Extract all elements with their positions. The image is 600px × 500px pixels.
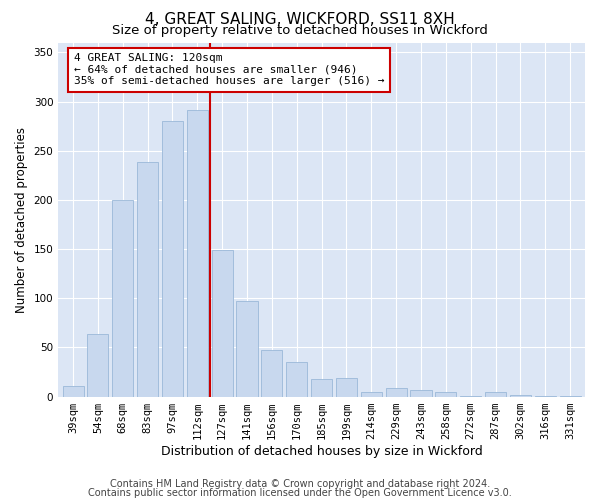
Bar bbox=[361, 392, 382, 396]
Bar bbox=[236, 301, 257, 396]
Text: Contains HM Land Registry data © Crown copyright and database right 2024.: Contains HM Land Registry data © Crown c… bbox=[110, 479, 490, 489]
X-axis label: Distribution of detached houses by size in Wickford: Distribution of detached houses by size … bbox=[161, 444, 482, 458]
Y-axis label: Number of detached properties: Number of detached properties bbox=[15, 126, 28, 312]
Bar bbox=[510, 394, 531, 396]
Bar bbox=[435, 392, 457, 396]
Bar bbox=[485, 392, 506, 396]
Bar bbox=[336, 378, 357, 396]
Bar bbox=[112, 200, 133, 396]
Bar bbox=[386, 388, 407, 396]
Text: Size of property relative to detached houses in Wickford: Size of property relative to detached ho… bbox=[112, 24, 488, 37]
Bar bbox=[410, 390, 431, 396]
Text: 4, GREAT SALING, WICKFORD, SS11 8XH: 4, GREAT SALING, WICKFORD, SS11 8XH bbox=[145, 12, 455, 28]
Bar bbox=[62, 386, 83, 396]
Bar bbox=[212, 250, 233, 396]
Bar bbox=[262, 350, 283, 397]
Bar bbox=[187, 110, 208, 397]
Bar bbox=[311, 379, 332, 396]
Bar bbox=[137, 162, 158, 396]
Text: 4 GREAT SALING: 120sqm
← 64% of detached houses are smaller (946)
35% of semi-de: 4 GREAT SALING: 120sqm ← 64% of detached… bbox=[74, 53, 385, 86]
Bar bbox=[162, 121, 183, 396]
Bar bbox=[286, 362, 307, 396]
Text: Contains public sector information licensed under the Open Government Licence v3: Contains public sector information licen… bbox=[88, 488, 512, 498]
Bar bbox=[88, 334, 109, 396]
